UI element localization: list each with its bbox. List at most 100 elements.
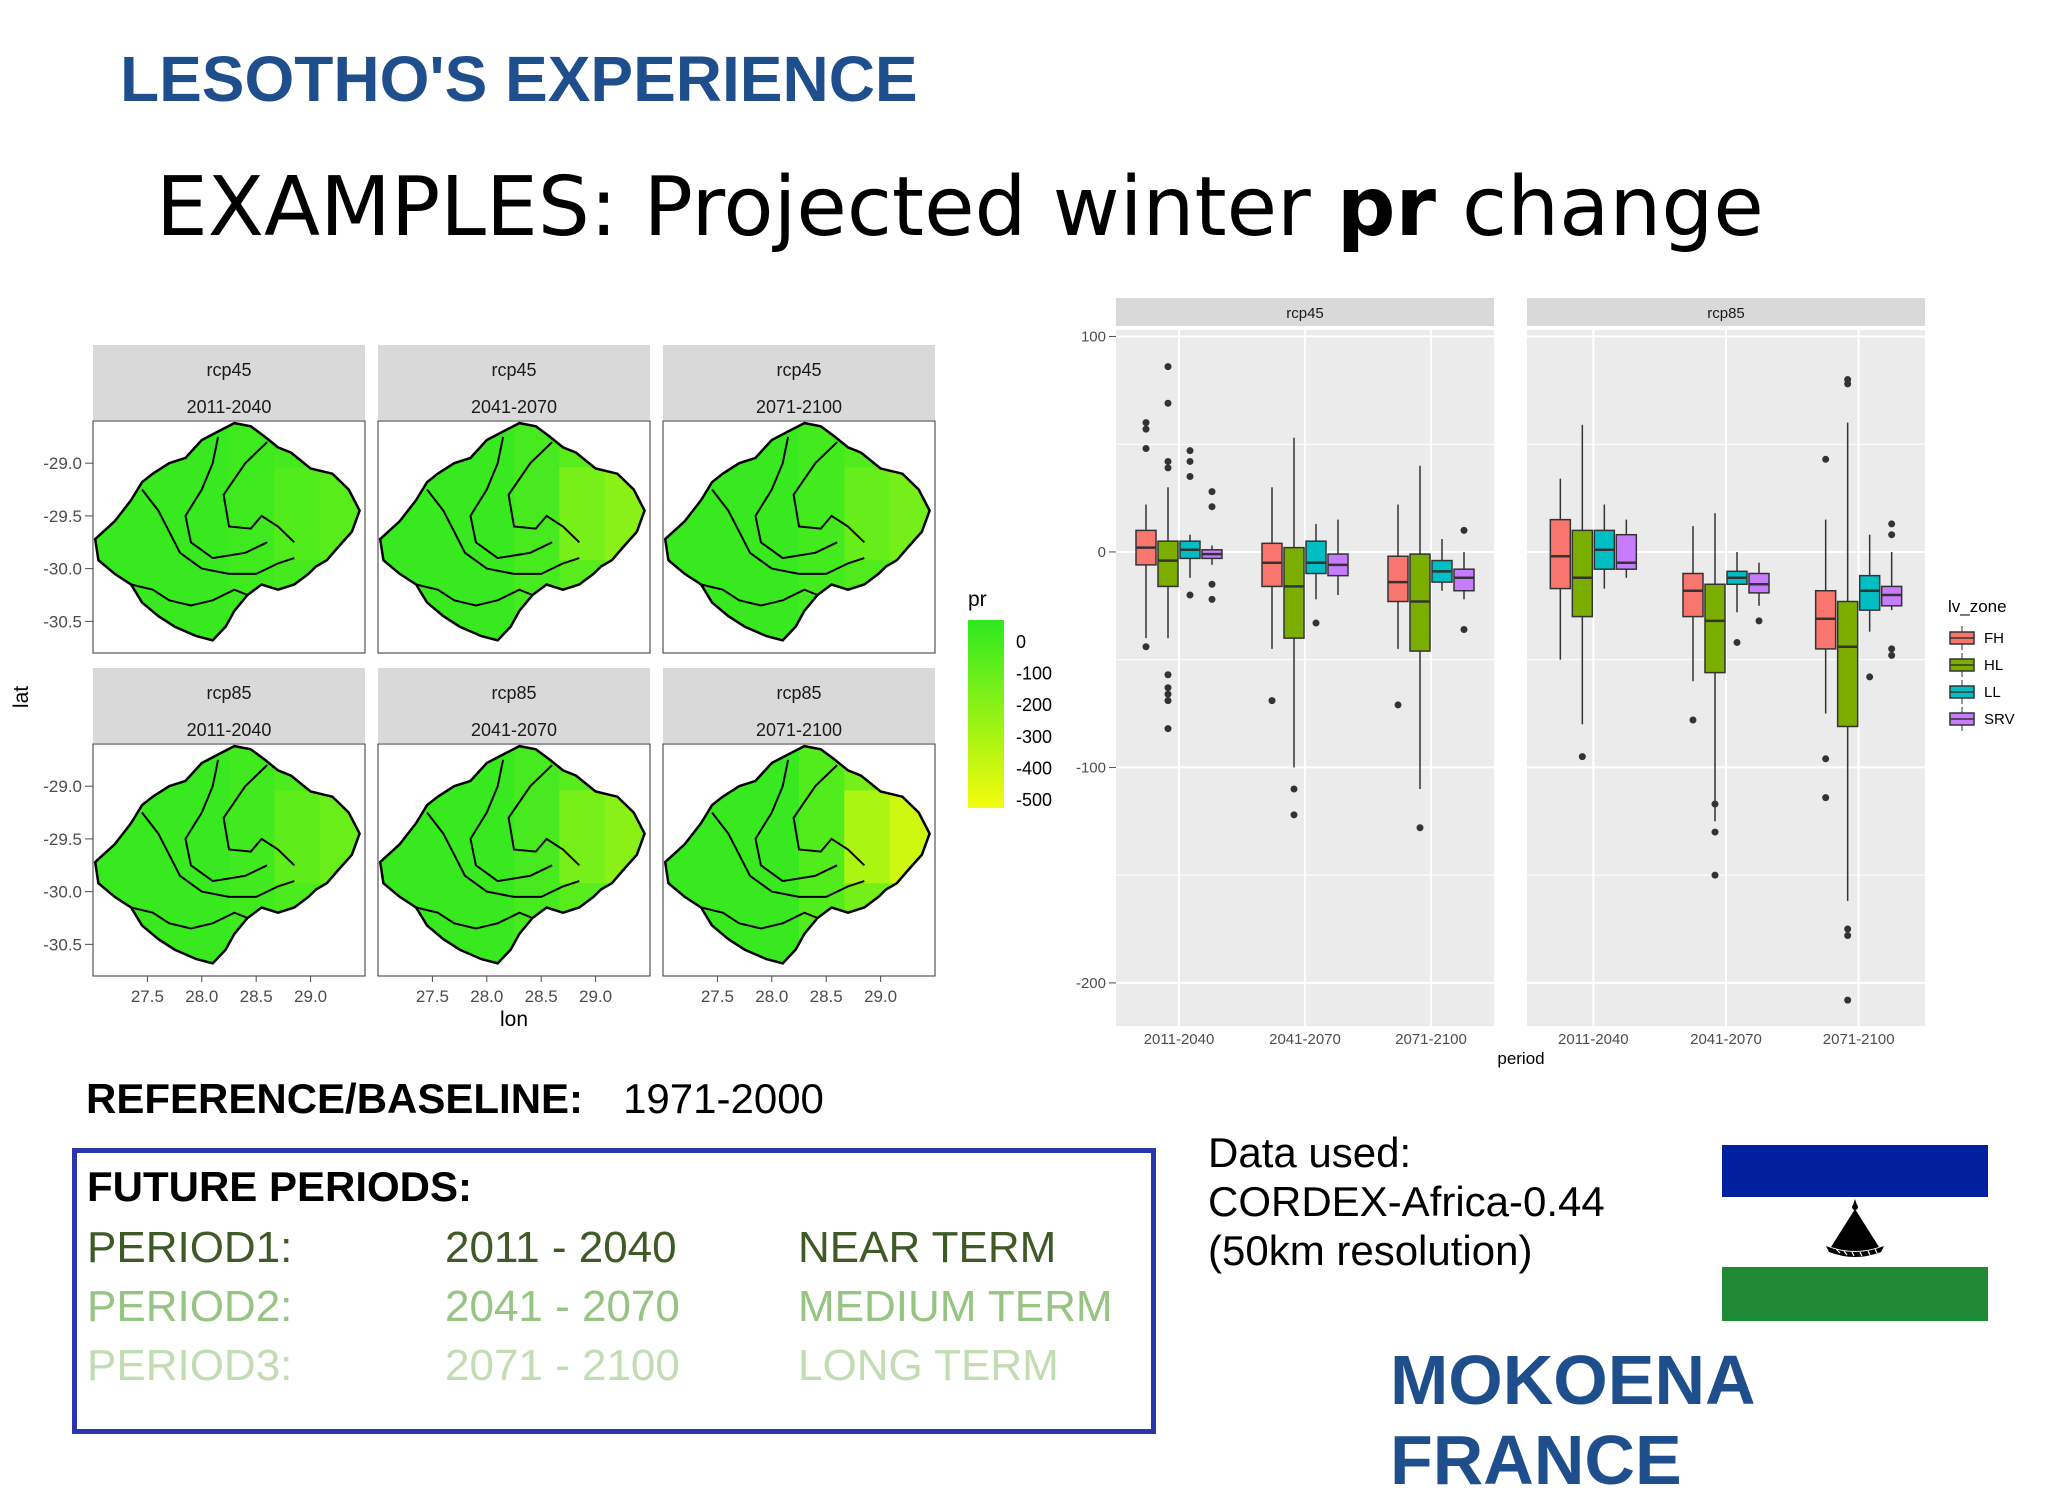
map-cell [274,467,321,515]
lesotho-border [93,421,361,642]
zone-boundary [792,764,865,867]
box-outlier [1822,794,1830,802]
map-cell [708,836,755,885]
x-tick-label: 28.5 [810,987,843,1006]
x-tick-label: 29.0 [864,987,897,1006]
box-srv [1327,519,1349,596]
y-tick-label: -30.0 [43,883,82,902]
box-outlier [1733,638,1741,646]
box-body [1549,518,1572,590]
x-tick-label: 28.0 [185,987,218,1006]
map-cell [274,790,321,838]
box-outlier [1888,520,1896,528]
facet-period-label: 2011-2040 [187,720,272,740]
map-cell [559,513,606,562]
lesotho-border [378,421,646,642]
map-cell [514,467,561,515]
period-term: LONG TERM [798,1341,1059,1390]
map-cell [138,883,185,931]
map-cell [423,560,470,608]
box-body [1157,540,1179,588]
facet-strip [663,668,935,743]
box-legend-item: SRV [1949,707,2015,731]
future-periods-box: FUTURE PERIODS: PERIOD1: 2011 - 2040 NEA… [72,1148,1156,1434]
slide-title-prefix: EXAMPLES: Projected winter [156,160,1337,255]
map-cell [844,513,891,562]
box-y-tick-label: 100 [1081,328,1106,345]
zone-boundary [711,488,865,575]
y-axis-label: lat [10,686,33,708]
box-outlier [1711,800,1719,808]
box-hl [1283,437,1305,819]
x-tick-label: 28.0 [470,987,503,1006]
map-cell [753,883,800,931]
map-cell [229,790,276,838]
map-cell [274,836,321,885]
box-facet: rcp85 [1527,298,1925,1026]
box-outlier [1711,828,1719,836]
box-body [1283,546,1305,639]
period-term: MEDIUM TERM [798,1282,1113,1331]
zone-boundary [130,583,248,607]
box-x-tick-label: 2071-2100 [1823,1031,1895,1048]
box-outlier [1888,531,1896,539]
box-outlier [1689,716,1697,724]
box-hl [1704,513,1726,879]
map-cell [138,836,185,885]
box-outlier [1164,684,1172,692]
facet-scenario-label: rcp45 [491,360,536,380]
box-srv [1615,519,1638,578]
legend-colorbar [968,620,1004,808]
box-x-axis-label: period [1497,1049,1544,1068]
box-outlier [1460,626,1468,634]
facet-period-label: 2071-2100 [756,720,842,740]
facet-strip [93,345,365,420]
map-cell [559,790,606,838]
period-range: 2041 - 2070 [445,1282,680,1331]
slide-title-bold: pr [1336,160,1436,255]
box-outlier [1186,473,1194,481]
map-cell [708,883,755,931]
facet-scenario-label: rcp45 [206,360,251,380]
y-tick-label: -29.0 [43,454,82,473]
facet-scenario-label: rcp85 [776,683,821,703]
reference-label: REFERENCE/BASELINE: [86,1075,584,1122]
zone-boundary [711,811,865,898]
box-outlier [1164,457,1172,465]
map-cell [183,883,230,931]
box-fh [1387,504,1409,709]
zone-boundary [184,759,268,883]
zone-boundary [426,811,580,898]
map-cell [423,513,470,562]
box-hl [1409,465,1431,832]
box-body [1453,568,1475,592]
box-legend-item: FH [1949,626,2004,650]
zone-boundary [700,906,818,930]
legend-tick-label: -200 [1016,695,1052,715]
box-body [1571,529,1594,618]
box-legend-title: lv_zone [1948,597,2007,616]
map-facet: rcp85 2041-2070 [377,668,651,977]
data-used-text: Data used: CORDEX-Africa-0.44 (50km reso… [1208,1128,1605,1275]
box-ll [1431,539,1453,591]
x-tick-label: 28.5 [240,987,273,1006]
header-title: LESOTHO'S EXPERIENCE [120,43,918,115]
period-label: PERIOD2: [87,1282,293,1331]
map-cell [514,790,561,838]
slide-title: EXAMPLES: Projected winter pr change [156,160,1764,255]
box-outlier [1711,871,1719,879]
zone-boundary [507,441,580,544]
period-term: NEAR TERM [798,1223,1057,1272]
x-tick-label: 27.5 [416,987,449,1006]
zone-boundary [415,906,533,930]
lesotho-border [663,744,931,965]
zone-boundary [184,436,268,560]
zone-boundary [130,906,248,930]
facet-strip [663,345,935,420]
legend-tick-label: -100 [1016,664,1052,684]
box-outlier [1142,445,1150,453]
map-cell [708,513,755,562]
legend-label: SRV [1984,711,2015,728]
box-outlier [1416,824,1424,832]
map-cell [799,467,846,515]
